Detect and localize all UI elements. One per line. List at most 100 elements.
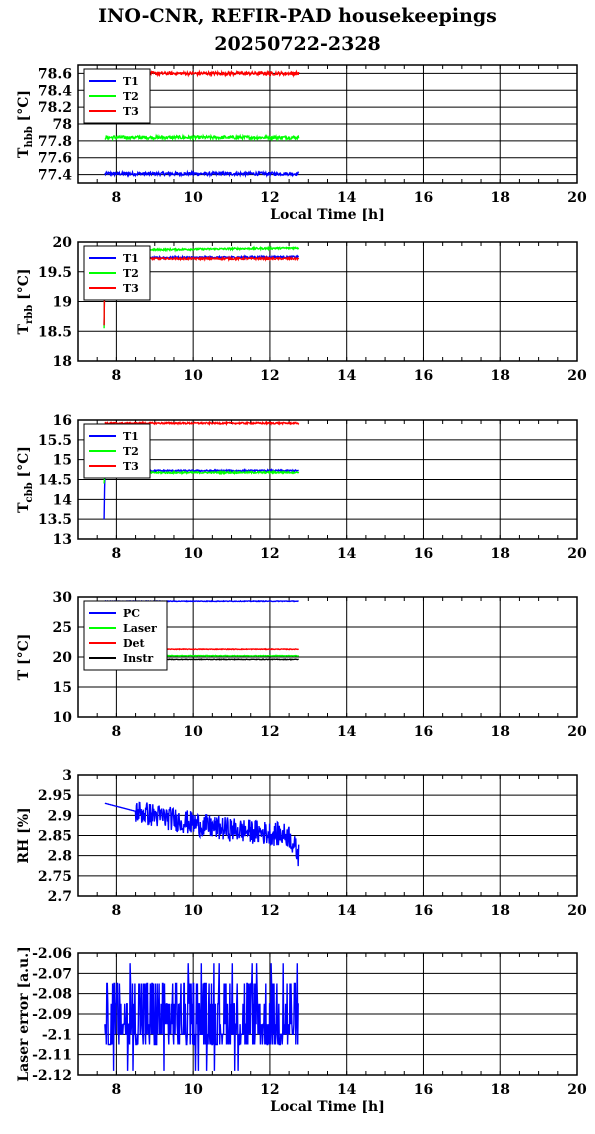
x-tick-label: 10	[183, 546, 203, 562]
y-axis-label-main: T [°C]	[16, 634, 32, 681]
x-tick-label: 8	[112, 368, 122, 384]
chart-subtitle: 20250722-2328	[214, 33, 381, 55]
plot-cbb: 13 13.5 14 14.5 15 15.5 16 8 10 12 14 16 18 20 T1 T2 T3 T…	[16, 413, 587, 562]
legend-label: Laser	[123, 622, 157, 635]
x-tick-label: 18	[490, 190, 509, 206]
y-tick-label: 13	[53, 532, 72, 548]
y-tick-label: 77.6	[38, 151, 72, 167]
y-tick-label: 2.85	[38, 829, 72, 845]
y-axis-label-main: RH [%]	[16, 807, 32, 863]
x-tick-label: 12	[260, 1082, 279, 1098]
x-tick-label: 10	[183, 903, 203, 919]
x-tick-label: 10	[183, 724, 203, 740]
y-tick-label: 30	[53, 590, 73, 606]
y-axis-label-unit: [°C]	[16, 90, 32, 126]
series-line	[104, 963, 299, 1071]
y-tick-label: -2.12	[32, 1068, 72, 1084]
series-line-t3	[104, 420, 300, 427]
y-axis-label: Trbb [°C]	[16, 269, 35, 335]
y-tick-label: 3	[62, 768, 72, 784]
y-tick-label: -2.1	[42, 1027, 72, 1043]
legend-label: Instr	[123, 652, 153, 665]
series-line-t2	[104, 133, 300, 142]
legend-label: T3	[123, 282, 139, 295]
plot-temps: 10 15 20 25 30 8 10 12 14 16 18 20 PC Laser Det Instr T …	[16, 590, 587, 740]
x-tick-label: 12	[260, 724, 279, 740]
y-axis-label-unit: [°C]	[16, 269, 32, 305]
y-tick-label: -2.07	[32, 966, 72, 982]
y-axis-label-sub: rbb	[24, 305, 35, 324]
y-tick-label: -2.11	[32, 1048, 72, 1064]
y-axis-label: T [°C]	[16, 634, 32, 681]
x-tick-label: 20	[567, 1082, 587, 1098]
legend-label: T1	[123, 75, 139, 88]
plot-frame	[77, 241, 578, 362]
y-tick-label: 16	[53, 413, 72, 429]
plot-rh: 2.7 2.75 2.8 2.85 2.9 2.95 3 8 10 12 14 16 18 20 RH [%…	[16, 768, 587, 919]
y-axis-label: Laser error [a.u.]	[16, 946, 32, 1081]
x-tick-label: 8	[112, 724, 122, 740]
x-tick-label: 8	[112, 546, 122, 562]
y-tick-label: 77.8	[38, 134, 72, 150]
x-tick-label: 20	[567, 724, 587, 740]
y-tick-label: 18	[53, 354, 72, 370]
x-tick-label: 16	[414, 903, 433, 919]
legend-label: T1	[123, 252, 139, 265]
y-axis-label-main: T	[16, 323, 32, 334]
series-line-t1	[104, 169, 300, 178]
x-tick-label: 14	[337, 1082, 357, 1098]
x-axis-label: Local Time [h]	[270, 1099, 385, 1115]
y-tick-label: 18.5	[38, 324, 72, 340]
y-axis-label-sub: cbb	[24, 482, 35, 502]
y-tick-label: 10	[53, 710, 73, 726]
x-tick-label: 12	[260, 190, 279, 206]
x-tick-label: 12	[260, 903, 279, 919]
y-tick-label: 13.5	[38, 512, 72, 528]
x-tick-label: 10	[183, 190, 203, 206]
plot-frame	[77, 64, 578, 184]
x-tick-label: 10	[183, 368, 203, 384]
legend-label: T3	[123, 460, 139, 473]
y-axis-label: RH [%]	[16, 807, 32, 863]
y-tick-label: 20	[53, 235, 73, 251]
x-tick-label: 18	[490, 903, 509, 919]
y-tick-label: 15	[53, 453, 72, 469]
y-tick-label: 2.7	[48, 889, 72, 905]
y-tick-label: 77.4	[38, 168, 72, 184]
x-tick-label: 18	[490, 1082, 509, 1098]
y-tick-label: 2.75	[38, 869, 72, 885]
y-tick-label: 78.4	[38, 83, 72, 99]
x-tick-label: 20	[567, 903, 587, 919]
y-tick-label: 19.5	[38, 265, 72, 281]
x-tick-label: 20	[567, 546, 587, 562]
y-tick-label: 2.95	[38, 788, 72, 804]
x-tick-label: 10	[183, 1082, 203, 1098]
x-tick-label: 14	[337, 368, 357, 384]
y-axis-label: Tcbb [°C]	[16, 446, 35, 513]
x-tick-label: 14	[337, 546, 357, 562]
legend-label: Det	[123, 637, 146, 650]
legend-label: T2	[123, 445, 139, 458]
x-tick-label: 8	[112, 903, 122, 919]
y-tick-label: 15	[53, 680, 72, 696]
y-tick-label: 78.2	[38, 100, 72, 116]
y-tick-label: 2.9	[48, 808, 72, 824]
y-tick-label: 78	[53, 117, 72, 133]
x-tick-label: 16	[414, 546, 433, 562]
series-line	[104, 801, 300, 867]
x-tick-label: 18	[490, 724, 509, 740]
x-tick-label: 20	[567, 190, 587, 206]
plot-frame	[77, 419, 578, 540]
legend-label: T2	[123, 267, 139, 280]
y-tick-label: 25	[53, 620, 72, 636]
x-tick-label: 14	[337, 724, 357, 740]
legend-label: PC	[123, 607, 140, 620]
y-axis-label-main: T	[16, 147, 32, 158]
plot-frame	[77, 952, 578, 1076]
plot-frame	[77, 774, 578, 897]
legend-label: T2	[123, 90, 139, 103]
x-tick-label: 8	[112, 1082, 122, 1098]
y-axis-label-unit: [°C]	[16, 446, 32, 482]
